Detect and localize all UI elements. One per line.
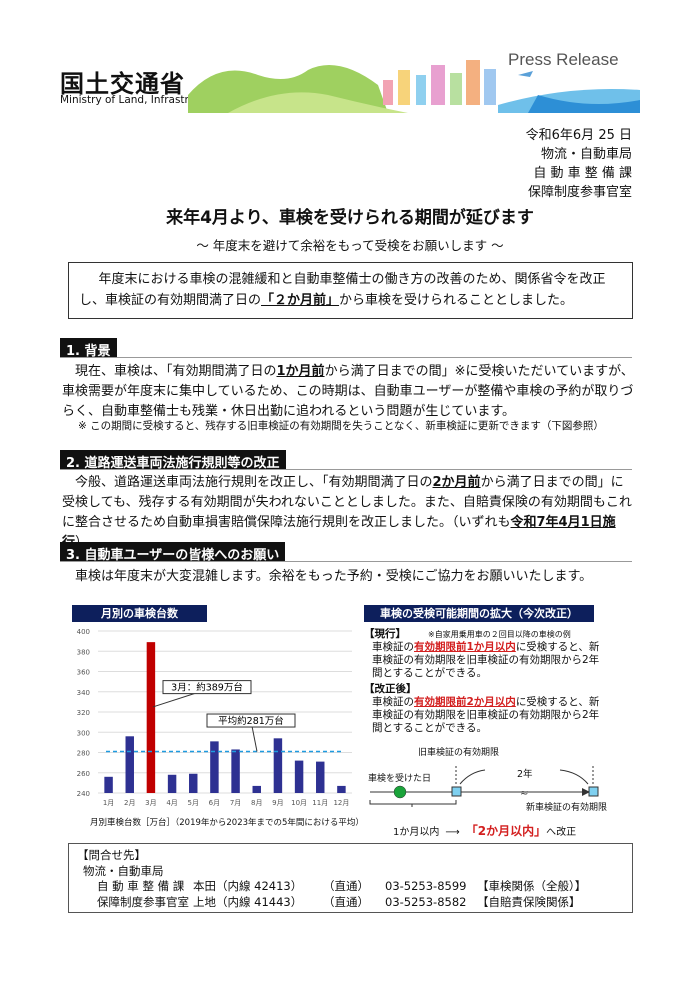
after-label: 【改正後】 [364,683,417,695]
date-block: 令和6年6月 25 日 物流・自動車局 自 動 車 整 備 課 保障制度参事官室 [526,126,632,202]
old-expiry-label: 旧車検証の有効期限 [418,748,500,758]
x-tick-label: 11月 [312,799,328,807]
ministry-logo-jp: 国土交通省 [60,70,185,98]
x-tick-label: 2月 [124,799,135,807]
bureau: 物流・自動車局 [540,147,632,162]
x-tick-label: 6月 [209,799,220,807]
current-note: ※自家用乗用車の２回目以降の車検の例 [428,630,571,639]
section-heading-request: 3. 自動車ユーザーの皆様へのお願い [60,542,632,563]
contact-box: 【問合せ先】 物流・自動車局 自 動 車 整 備 課本田（内線 42413） （直… [68,843,633,913]
x-tick-label: 7月 [230,799,241,807]
bar-5月 [189,773,198,793]
diagram-title: 車検の受検可能期間の拡大（今次改正） [364,605,594,622]
y-tick-label: 380 [77,648,90,656]
landscape-illustration [188,60,640,113]
two-years-label: 2年 [517,769,533,780]
bar-12月 [337,785,346,793]
chart-caption: 月別車検台数［万台］（2019年から2023年までの5年間における平均） [90,818,364,828]
summary-text: 年度末における車検の混雑緩和と自動車整備士の働き方の改善のため、関係省令を改正し… [79,272,606,308]
summary-text-end: から車検を受けられることとしました。 [339,293,574,308]
bar-4月 [167,774,177,793]
page-title: 来年4月より、車検を受けられる期間が延びます [166,208,534,228]
section-1-title: 1. 背景 [60,338,117,359]
y-tick-label: 340 [77,689,90,697]
annotation-leader [251,726,258,752]
after-period: 有効期限前2か月以内 [414,696,516,708]
bar-2月 [125,736,134,793]
new-range: 「2か月以内」 [465,824,547,838]
diagram-text: 【現行】 ※自家用乗用車の２回目以降の車検の例 車検証の有効期限前1か月以内に受検… [364,628,600,734]
contact-heading: 【問合せ先】 [77,848,146,862]
annotation-average: 平均約281万台 [218,715,284,727]
annotation-box [162,680,252,695]
y-tick-label: 260 [77,770,90,778]
section-2-title: 2. 道路運送車両法施行規則等の改正 [60,450,286,471]
bar-10月 [294,760,304,793]
annotation-leader [152,691,201,708]
x-tick-label: 12月 [333,799,349,807]
press-release-label: Press Release [508,50,619,69]
current-period: 有効期限前1か月以内 [414,641,516,653]
x-tick-label: 10月 [291,799,307,807]
x-tick-label: 4月 [166,799,177,807]
x-tick-label: 9月 [272,799,283,807]
section-3-paragraph: 車検は年度末が大変混雑します。余裕をもった予約・受検にご協力をお願いいたします。 [75,569,593,584]
range-change: 1か月以内 ⟶ 「2か月以内」へ改正 [393,824,577,838]
y-tick-label: 360 [77,669,90,677]
current-label: 【現行】 [364,628,406,640]
new-expiry-label: 新車検証の有効期限 [526,803,608,813]
bar-8月 [252,785,261,793]
page-subtitle: ～ 年度末を避けて余裕をもって受検をお願いします ～ [196,238,504,253]
svg-text:≈: ≈ [520,788,528,799]
bar-6月 [210,741,219,793]
x-tick-label: 3月 [145,799,156,807]
summary-emphasis: 「２か月前」 [261,293,340,308]
inspection-day-label: 車検を受けた日 [368,774,432,784]
chart-title: 月別の車検台数 [72,605,207,622]
x-tick-label: 1月 [103,799,114,807]
y-tick-label: 280 [77,750,90,758]
date: 令和6年6月 25 日 [525,128,632,143]
timeline-diagram: ≈ [369,766,599,807]
division: 自 動 車 整 備 課 [533,166,632,181]
section-heading-law: 2. 道路運送車両法施行規則等の改正 [60,450,632,471]
office: 保障制度参事官室 [527,185,632,200]
bar-11月 [316,761,325,793]
monthly-inspection-chart: 240 260 280 300 320 340 360 380 400 1月 2月 3月 4月 5月 6月 7… [77,628,352,807]
annotation-box [206,713,296,728]
section-2-paragraph: 今般、道路運送車両法施行規則を改正し、「有効期間満了日の2か月前から満了日までの… [62,475,632,550]
y-tick-label: 400 [77,628,90,636]
x-tick-label: 5月 [188,799,199,807]
bar-1月 [104,776,113,793]
y-tick-label: 240 [77,790,90,798]
section-3-title: 3. 自動車ユーザーの皆様へのお願い [60,542,286,563]
bar-3月 [146,642,156,793]
contact-row: 保障制度参事官室 上地（内線 41443） （直通） 03-5253-8582 【自賠責… [97,894,581,909]
x-tick-label: 8月 [251,799,262,807]
section-1-note: ※ この期間に受検すると、残存する旧車検証の有効期間を失うことなく、新車検証に更… [78,420,604,432]
section-heading-background: 1. 背景 [60,338,632,359]
y-tick-label: 300 [77,729,90,737]
bar-7月 [231,749,240,793]
section-1-paragraph: 現在、車検は、「有効期間満了日の1か月前から満了日までの間」※に受検いただいてい… [62,364,634,419]
annotation-peak: 3月：約389万台 [171,682,243,694]
contact-row: 自 動 車 整 備 課本田（内線 42413） （直通） 03-5253-8599 【… [97,879,587,893]
bar-9月 [273,738,283,793]
y-tick-label: 320 [77,709,90,717]
summary-box: 年度末における車検の混雑緩和と自動車整備士の働き方の改善のため、関係省令を改正し… [68,262,633,319]
contact-bureau: 物流・自動車局 [83,863,164,878]
